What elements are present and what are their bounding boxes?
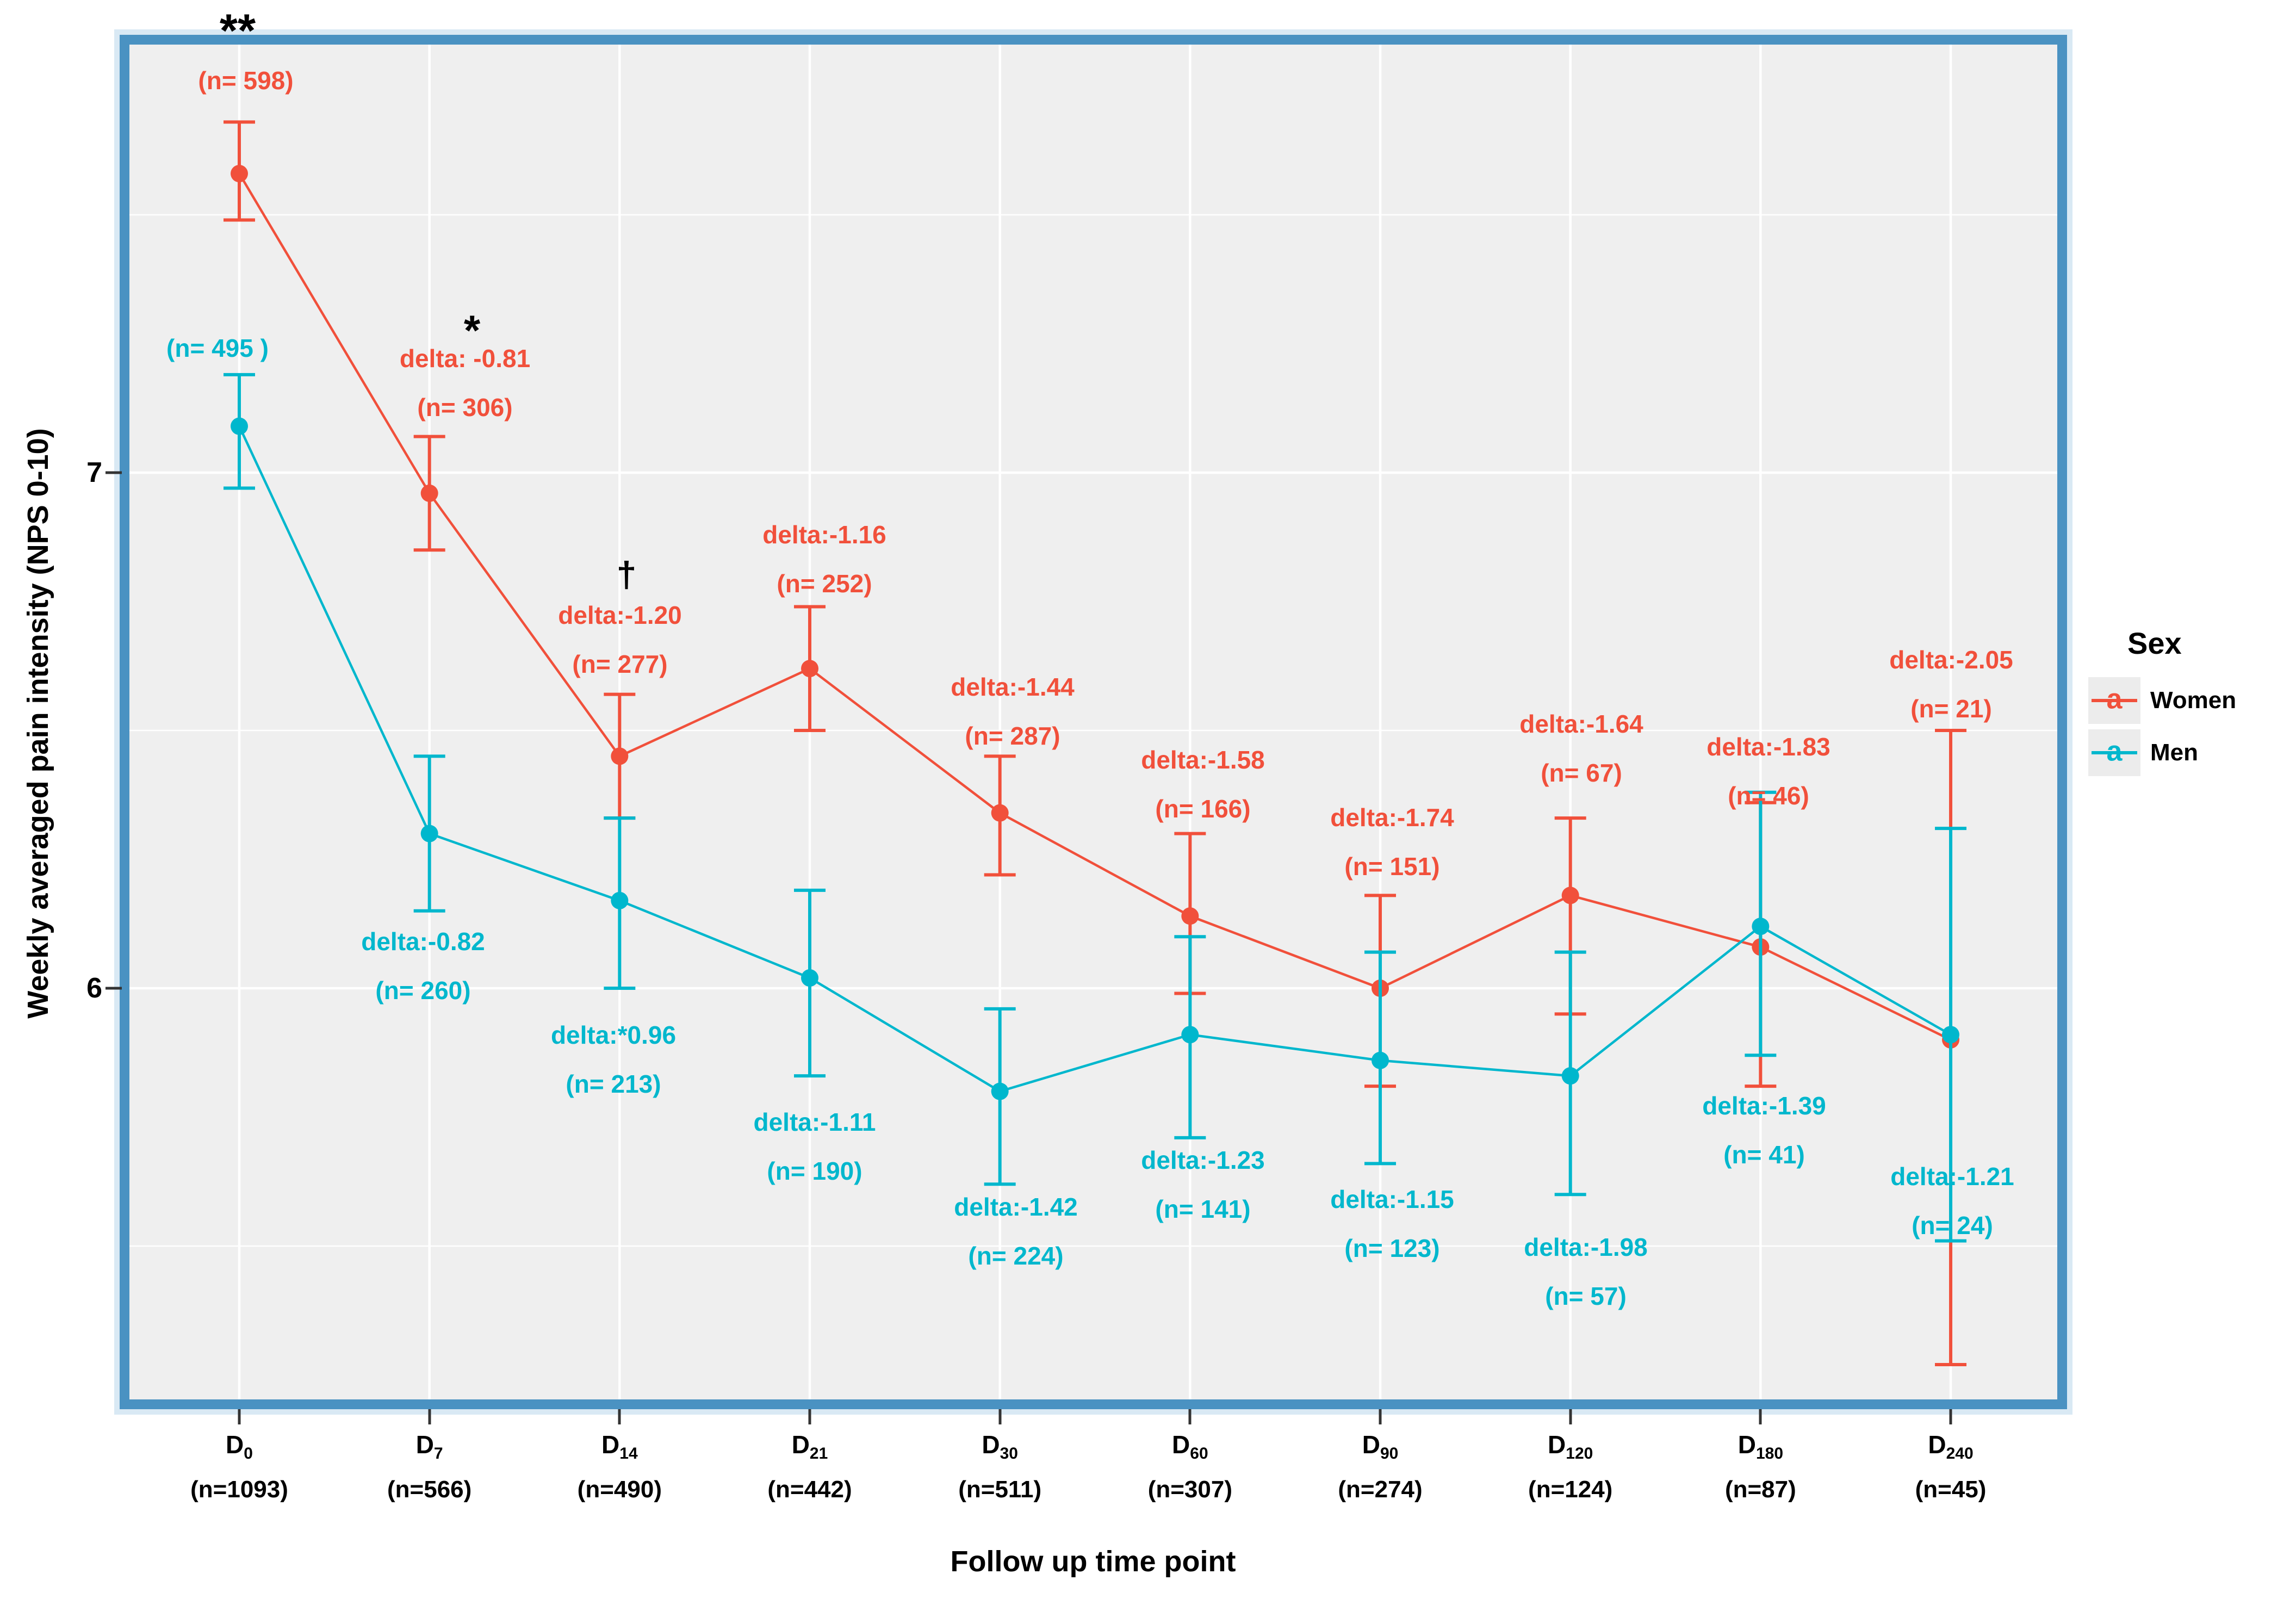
data-point-men — [1561, 1067, 1579, 1085]
legend: Sex a Women a Men — [2088, 625, 2284, 782]
data-point-women — [991, 804, 1009, 822]
data-point-men — [231, 417, 248, 435]
y-tick-label: 7 — [86, 457, 102, 488]
significance-symbol: * — [463, 306, 481, 354]
legend-key-glyph: a — [2088, 677, 2140, 724]
x-tick-mark — [1949, 1409, 1952, 1424]
legend-label: Women — [2150, 687, 2237, 714]
legend-label: Men — [2150, 739, 2198, 766]
x-tick-mark — [618, 1409, 621, 1424]
x-tick-label: D180 (n=87) — [1724, 1430, 1796, 1503]
legend-entries: a Women a Men — [2088, 677, 2284, 776]
annotation-women: delta:-1.20 (n= 277) — [558, 601, 682, 678]
significance-symbol: † — [616, 554, 637, 594]
x-tick-label: D14 (n=490) — [577, 1430, 662, 1503]
annotation-women: delta:-1.16 (n= 252) — [762, 520, 886, 598]
data-point-men — [1181, 1026, 1199, 1044]
annotation-women: delta:-1.74 (n= 151) — [1330, 803, 1454, 881]
data-point-men — [1942, 1026, 1960, 1044]
annotation-women: delta:-1.64 (n= 67) — [1519, 710, 1643, 787]
x-tick-label: D240 (n=45) — [1915, 1430, 1987, 1503]
annotation-men: delta:-1.39 (n= 41) — [1702, 1092, 1826, 1169]
significance-symbol: ** — [219, 5, 256, 57]
annotation-men: delta:-1.15 (n= 123) — [1330, 1185, 1454, 1262]
series-line-women — [238, 173, 1952, 1041]
data-point-men — [611, 891, 629, 909]
x-tick-mark — [1188, 1409, 1192, 1424]
plot-area — [129, 45, 2057, 1399]
x-tick-label: D30 (n=511) — [958, 1430, 1042, 1503]
x-tick-label: D21 (n=442) — [767, 1430, 852, 1503]
x-tick-mark — [238, 1409, 241, 1424]
data-point-women — [231, 165, 248, 183]
series-line-men — [238, 425, 1952, 1093]
annotation-women: delta: -0.81 (n= 306) — [399, 344, 531, 422]
plot-panel — [120, 35, 2067, 1409]
data-point-women — [801, 660, 819, 678]
x-tick-label: D0 (n=1093) — [190, 1430, 288, 1503]
annotation-men: (n= 495 ) — [166, 334, 269, 362]
data-point-men — [1752, 918, 1770, 935]
x-tick-mark — [1379, 1409, 1382, 1424]
annotation-men: delta:-1.42 (n= 224) — [954, 1193, 1078, 1270]
y-tick-mark — [106, 471, 122, 474]
annotation-men: delta:*0.96 (n= 213) — [550, 1021, 677, 1098]
data-point-women — [611, 747, 629, 765]
x-tick-mark — [998, 1409, 1002, 1424]
legend-entry-women: a Women — [2088, 677, 2284, 724]
x-axis-title: Follow up time point — [950, 1545, 1236, 1578]
x-tick-mark — [1569, 1409, 1572, 1424]
x-tick-label: D7 (n=566) — [387, 1430, 472, 1503]
legend-entry-men: a Men — [2088, 729, 2284, 776]
annotation-men: delta:-1.21 (n= 24) — [1890, 1162, 2014, 1240]
data-point-women — [420, 484, 438, 502]
x-tick-mark — [808, 1409, 811, 1424]
legend-title: Sex — [2127, 626, 2182, 660]
annotation-men: delta:-1.11 (n= 190) — [753, 1108, 876, 1185]
x-tick-mark — [1759, 1409, 1762, 1424]
annotation-men: delta:-1.23 (n= 141) — [1141, 1146, 1265, 1223]
x-tick-mark — [428, 1409, 431, 1424]
x-tick-label: D120 (n=124) — [1528, 1430, 1613, 1503]
y-tick-label: 6 — [86, 972, 102, 1004]
y-axis-title: Weekly averaged pain intensity (NPS 0-10… — [22, 428, 54, 1019]
annotation-women: delta:-1.83 (n= 46) — [1707, 733, 1830, 810]
data-point-men — [801, 969, 819, 987]
annotation-women: (n= 598) — [198, 66, 294, 95]
data-point-women — [1561, 887, 1579, 904]
data-point-men — [991, 1082, 1009, 1100]
annotation-men: delta:-1.98 (n= 57) — [1524, 1233, 1648, 1310]
data-point-women — [1181, 907, 1199, 925]
annotation-men: delta:-0.82 (n= 260) — [361, 927, 485, 1005]
data-point-men — [1372, 1051, 1389, 1069]
x-tick-label: D60 (n=307) — [1147, 1430, 1232, 1503]
data-point-men — [420, 825, 438, 842]
legend-key-glyph: a — [2088, 729, 2140, 776]
x-tick-label: D90 (n=274) — [1338, 1430, 1423, 1503]
annotation-women: delta:-1.58 (n= 166) — [1141, 746, 1265, 823]
annotation-women: delta:-1.44 (n= 287) — [951, 673, 1075, 750]
annotation-women: delta:-2.05 (n= 21) — [1889, 646, 2013, 723]
y-tick-mark — [106, 987, 122, 990]
